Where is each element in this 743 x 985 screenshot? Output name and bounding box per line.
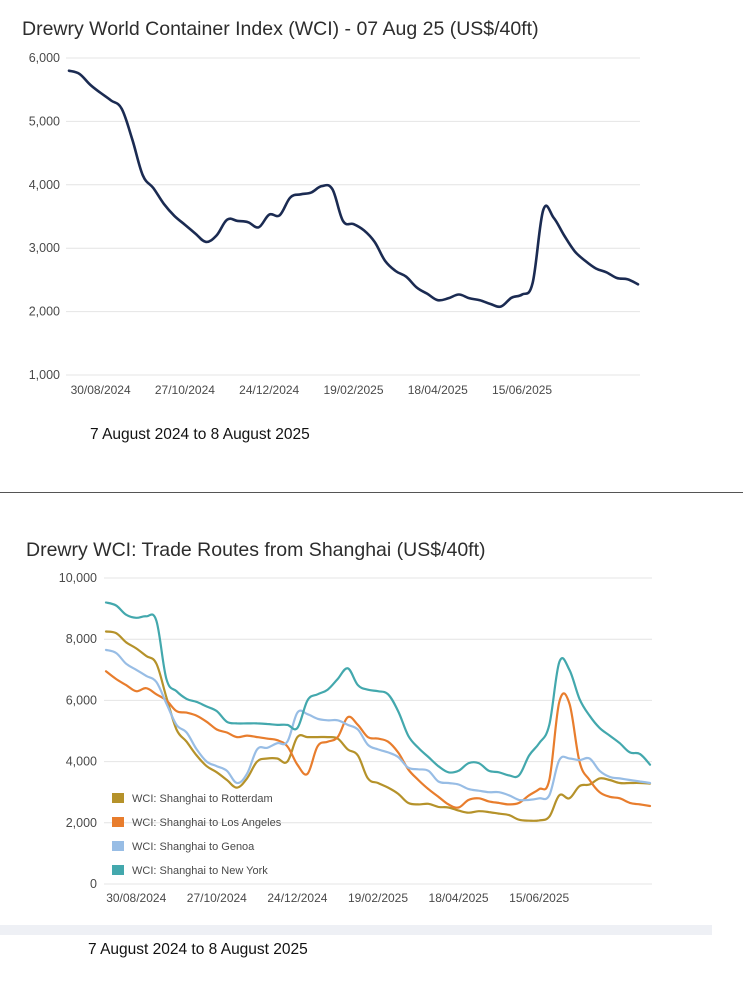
routes-series-line-los-angeles bbox=[104, 670, 652, 809]
legend-label-rotterdam: WCI: Shanghai to Rotterdam bbox=[132, 793, 273, 805]
routes-y-tick-label: 2,000 bbox=[66, 816, 97, 830]
wci-y-tick-label: 5,000 bbox=[29, 114, 60, 128]
legend-swatch-los-angeles bbox=[112, 817, 124, 827]
routes-x-tick-label: 19/02/2025 bbox=[348, 891, 408, 905]
routes-series-line-new-york bbox=[104, 601, 652, 779]
wci-y-tick-label: 3,000 bbox=[29, 241, 60, 255]
legend-label-genoa: WCI: Shanghai to Genoa bbox=[132, 841, 255, 853]
routes-y-tick-label: 10,000 bbox=[59, 571, 97, 585]
routes-x-tick-label: 18/04/2025 bbox=[429, 891, 489, 905]
routes-y-tick-label: 0 bbox=[90, 877, 97, 891]
wci-y-tick-label: 2,000 bbox=[29, 305, 60, 319]
routes-x-tick-label: 30/08/2024 bbox=[106, 891, 166, 905]
routes-x-tick-label: 15/06/2025 bbox=[509, 891, 569, 905]
wci-series-line-wci bbox=[67, 69, 640, 309]
wci-y-tick-label: 6,000 bbox=[29, 51, 60, 65]
wci-y-tick-label: 4,000 bbox=[29, 178, 60, 192]
section-divider bbox=[0, 492, 743, 493]
trade-routes-line-chart: 0 2,000 4,000 6,000 8,000 10,000 30/08/2024 27/… bbox=[59, 571, 652, 905]
wci-x-tick-label: 30/08/2024 bbox=[71, 383, 131, 397]
routes-series-line-genoa bbox=[104, 648, 652, 802]
bottom-band bbox=[0, 925, 712, 935]
routes-y-tick-label: 4,000 bbox=[66, 755, 97, 769]
chart2-date-range: 7 August 2024 to 8 August 2025 bbox=[88, 941, 308, 958]
routes-y-tick-label: 6,000 bbox=[66, 693, 97, 707]
chart1-title: Drewry World Container Index (WCI) - 07 … bbox=[22, 18, 539, 40]
routes-series-line-rotterdam bbox=[104, 630, 652, 822]
legend-swatch-rotterdam bbox=[112, 793, 124, 803]
wci-x-tick-label: 19/02/2025 bbox=[323, 383, 383, 397]
legend-label-new-york: WCI: Shanghai to New York bbox=[132, 865, 268, 877]
wci-x-tick-label: 24/12/2024 bbox=[239, 383, 299, 397]
legend-swatch-genoa bbox=[112, 841, 124, 851]
legend-swatch-new-york bbox=[112, 865, 124, 875]
wci-x-tick-label: 27/10/2024 bbox=[155, 383, 215, 397]
wci-y-tick-label: 1,000 bbox=[29, 368, 60, 382]
wci-line-chart: 1,000 2,000 3,000 4,000 5,000 6,000 30/08/2024… bbox=[29, 51, 640, 397]
legend-label-los-angeles: WCI: Shanghai to Los Angeles bbox=[132, 817, 282, 829]
routes-x-tick-label: 27/10/2024 bbox=[187, 891, 247, 905]
routes-y-tick-label: 8,000 bbox=[66, 632, 97, 646]
chart1-date-range: 7 August 2024 to 8 August 2025 bbox=[90, 426, 310, 443]
routes-x-tick-label: 24/12/2024 bbox=[267, 891, 327, 905]
wci-x-tick-label: 18/04/2025 bbox=[408, 383, 468, 397]
chart2-title: Drewry WCI: Trade Routes from Shanghai (… bbox=[26, 539, 486, 561]
wci-x-tick-label: 15/06/2025 bbox=[492, 383, 552, 397]
